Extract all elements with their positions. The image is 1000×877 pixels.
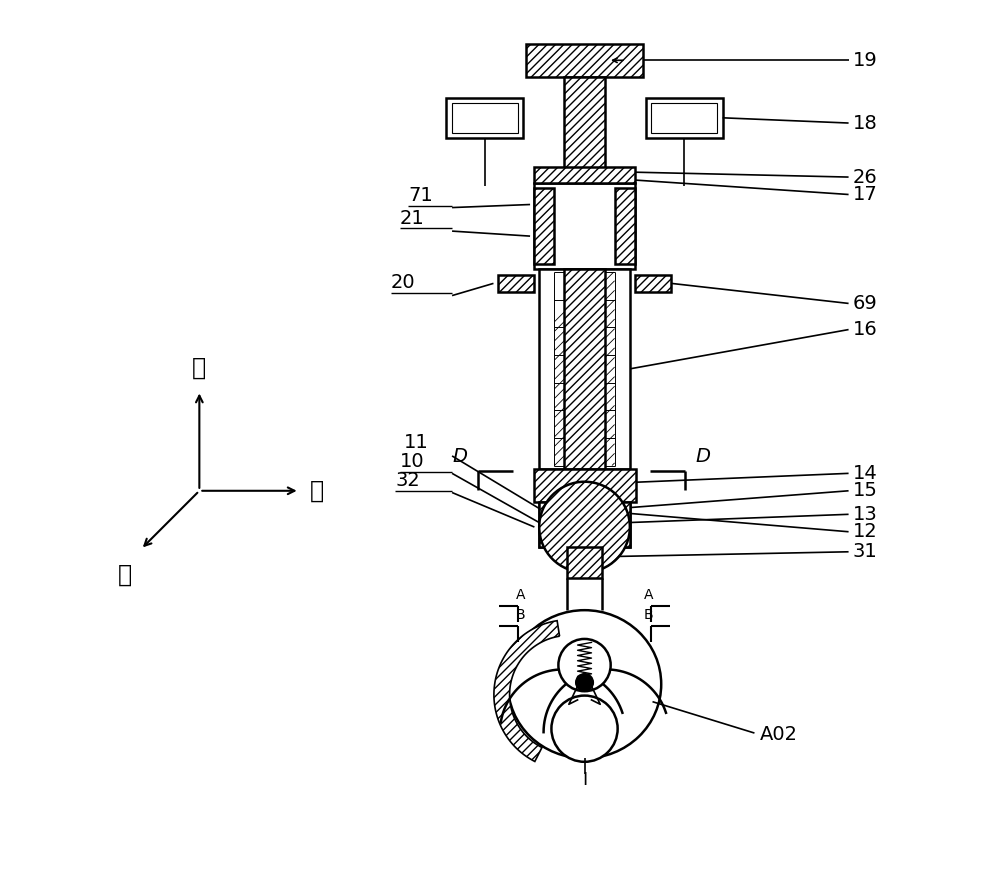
Bar [539,503,556,547]
Text: 32: 32 [395,471,420,490]
Circle shape [558,639,611,691]
Text: 71: 71 [408,186,433,205]
Text: 19: 19 [853,51,878,70]
Text: 18: 18 [853,113,878,132]
Bar [646,97,723,138]
Text: 前: 前 [118,562,132,587]
Bar [539,268,630,469]
Bar [498,275,534,292]
Text: A: A [516,588,525,602]
Bar [651,103,717,132]
Text: A02: A02 [760,725,798,745]
Circle shape [539,481,630,573]
Text: 20: 20 [391,273,416,292]
Text: B: B [516,609,525,623]
Bar [564,268,605,469]
Text: 13: 13 [853,505,878,524]
Text: 17: 17 [853,185,878,204]
Text: 31: 31 [853,542,878,561]
Text: 14: 14 [853,464,878,483]
Ellipse shape [508,610,661,759]
Bar [526,44,643,77]
Bar [567,547,602,578]
Bar [534,183,635,268]
Bar [613,503,630,547]
Bar [539,503,630,547]
Bar [564,77,605,182]
Bar [452,103,518,132]
Text: 15: 15 [853,481,878,500]
Bar [635,275,671,292]
Text: 69: 69 [853,294,878,313]
Text: 上: 上 [192,356,206,380]
PathPatch shape [494,621,560,761]
Bar [534,168,635,183]
Text: 右: 右 [310,479,324,503]
Text: D: D [695,446,710,466]
Text: D: D [453,446,468,466]
Text: 26: 26 [853,168,878,187]
Circle shape [576,674,593,691]
Text: B: B [644,609,653,623]
Text: 11: 11 [404,433,429,453]
Bar [534,188,554,264]
Text: 21: 21 [400,209,425,228]
Bar [615,188,635,264]
Text: 12: 12 [853,522,878,541]
Circle shape [551,695,618,762]
Bar [446,97,523,138]
Text: A: A [644,588,653,602]
Text: 10: 10 [400,452,424,471]
Bar [534,469,636,503]
Text: I: I [582,771,587,789]
Text: 16: 16 [853,320,878,339]
